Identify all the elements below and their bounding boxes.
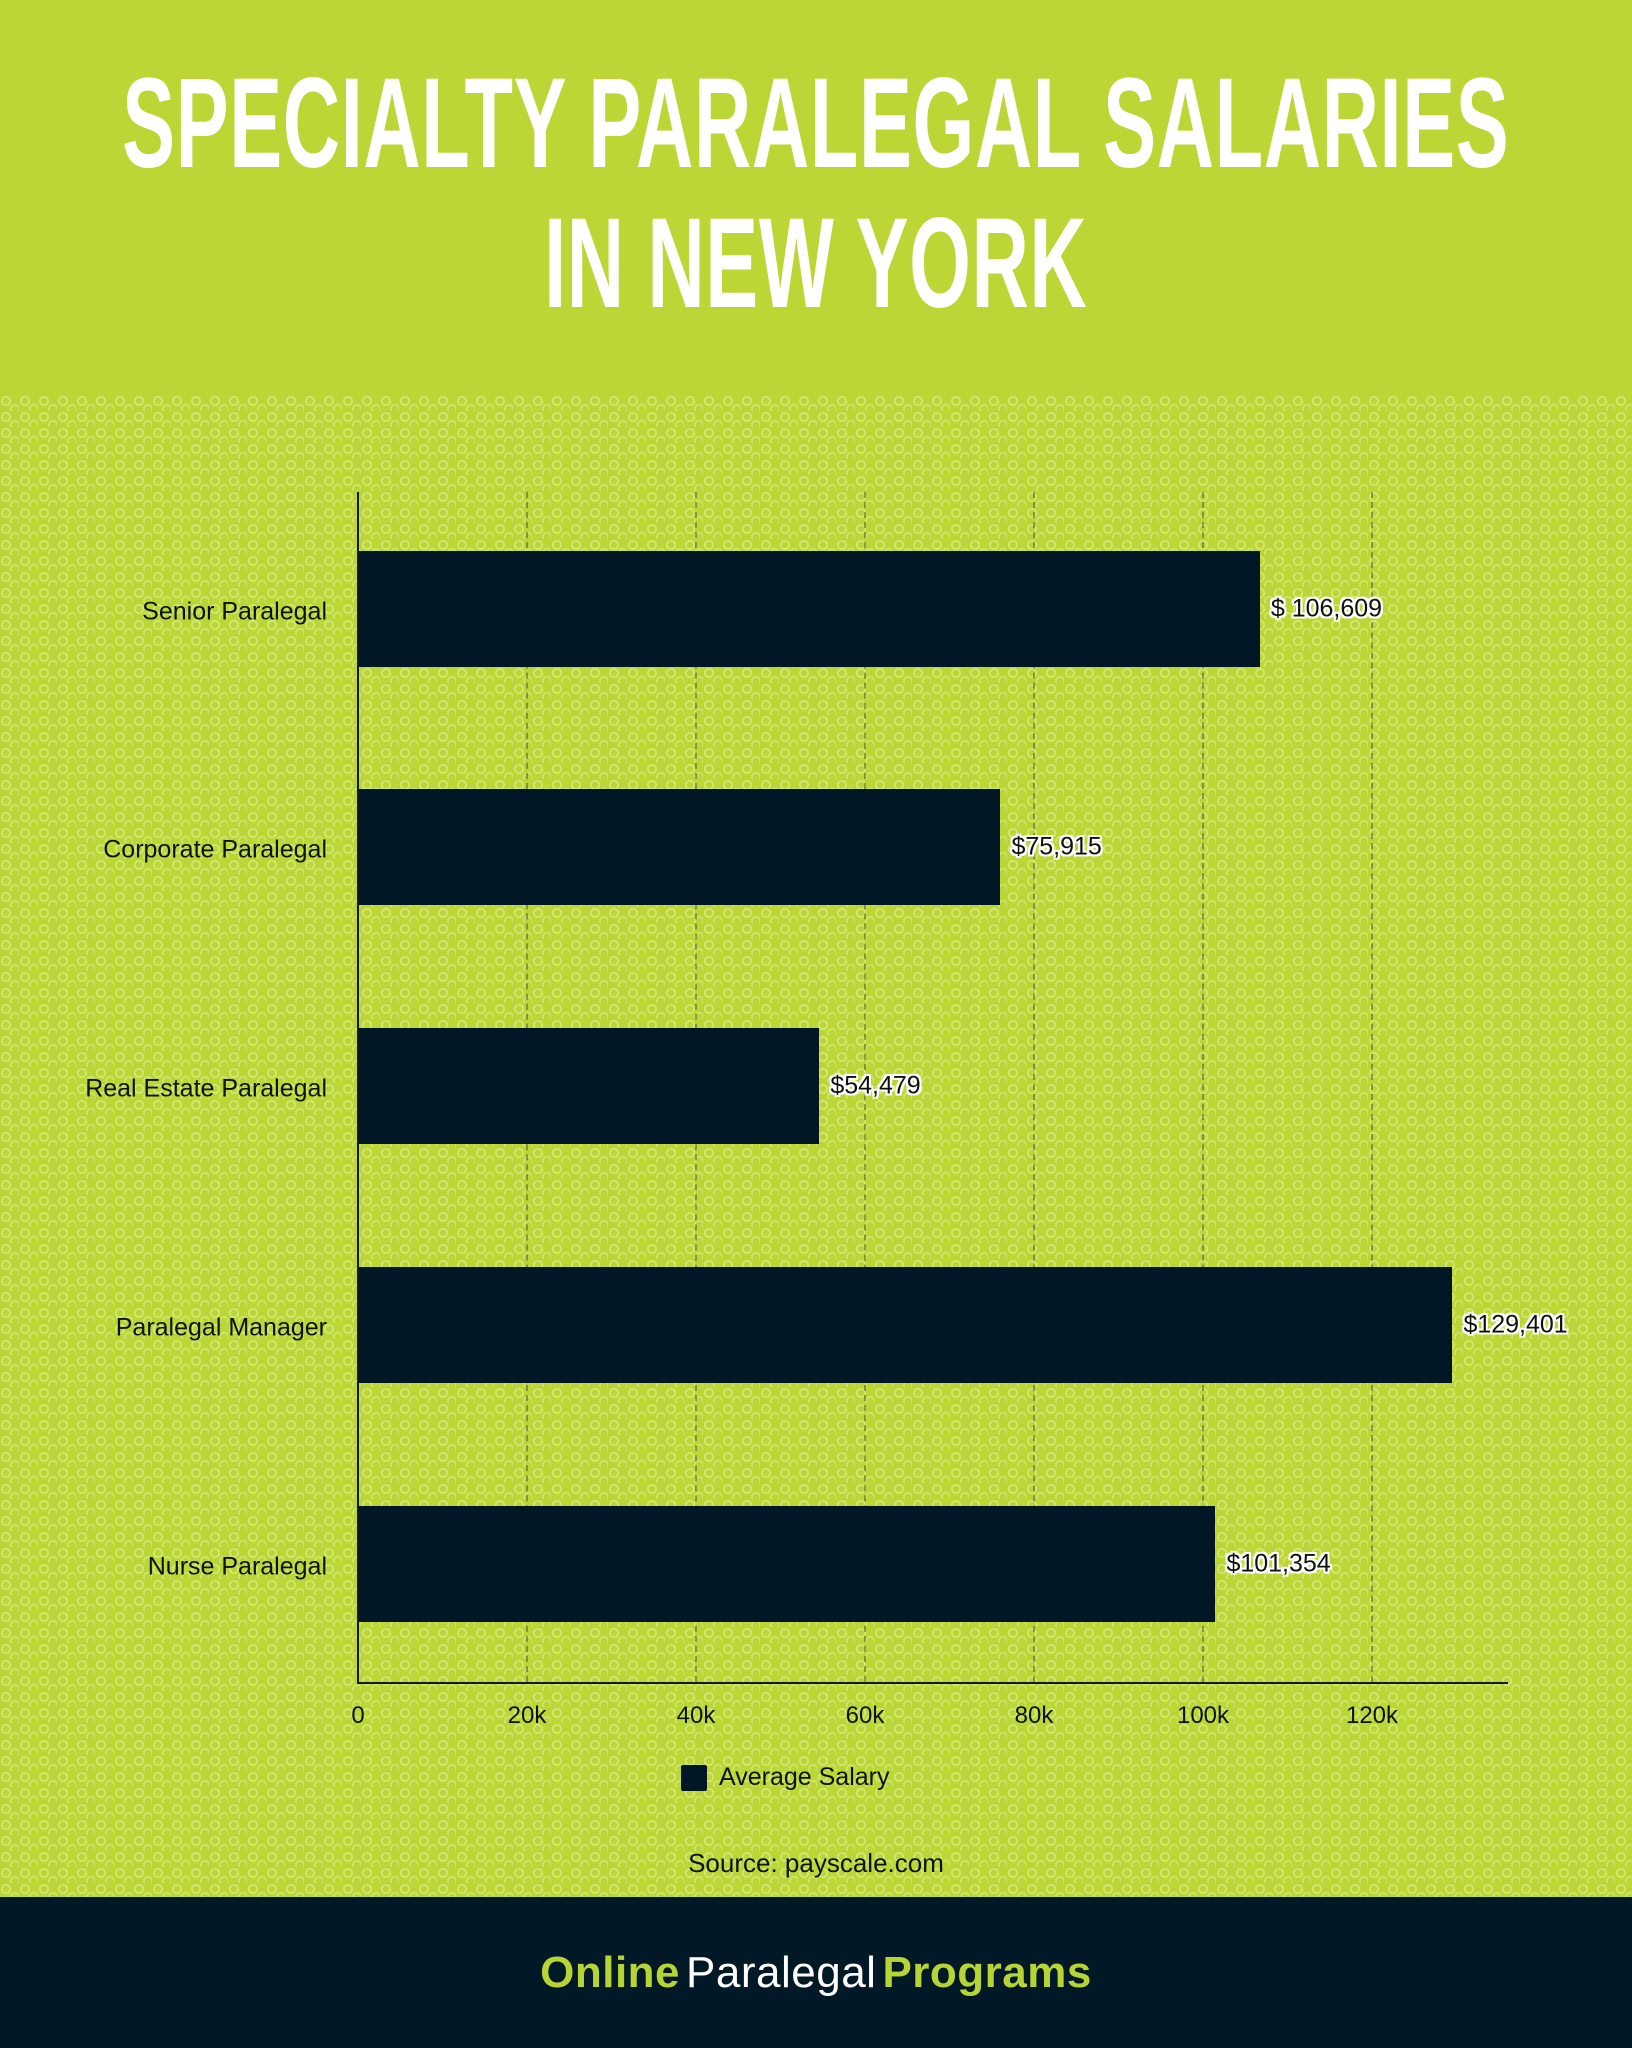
category-label: Paralegal Manager <box>115 1313 327 1342</box>
brand-logo: Online Paralegal Programs <box>540 1948 1092 1998</box>
category-label: Real Estate Paralegal <box>85 1074 327 1103</box>
source-note: Source: payscale.com <box>688 1848 944 1878</box>
value-label: $ 106,609 <box>1270 594 1383 623</box>
x-tick-label: 20k <box>507 1702 547 1729</box>
x-tick-label: 100k <box>1176 1702 1230 1729</box>
value-label: $75,915 <box>1011 832 1102 861</box>
value-label: $101,354 <box>1226 1549 1331 1578</box>
value-label: $54,479 <box>830 1071 921 1100</box>
title-line-2: in New York <box>544 191 1088 335</box>
bar <box>359 789 1001 905</box>
x-axis <box>357 1682 1508 1684</box>
gridline <box>864 492 866 1682</box>
brand-paralegal: Paralegal <box>686 1947 877 1997</box>
value-label: $129,401 <box>1463 1310 1568 1339</box>
category-label: Senior Paralegal <box>142 597 327 626</box>
footer: Online Paralegal Programs <box>0 1897 1632 2048</box>
bar <box>359 1267 1453 1383</box>
gridline <box>1202 492 1204 1682</box>
bar <box>359 551 1260 667</box>
brand-online: Online <box>540 1947 681 1997</box>
legend-label: Average Salary <box>719 1763 890 1791</box>
page-title: Specialty Paralegal Salaries in New York <box>0 51 1632 335</box>
y-axis <box>357 492 359 1684</box>
gridline <box>1033 492 1035 1682</box>
x-tick-label: 60k <box>845 1702 885 1729</box>
x-tick-label: 80k <box>1014 1702 1054 1729</box>
gridline <box>1371 492 1373 1682</box>
title-line-1: Specialty Paralegal Salaries <box>122 51 1510 195</box>
x-tick-label: 40k <box>676 1702 716 1729</box>
category-label: Corporate Paralegal <box>103 835 327 864</box>
header-banner: Specialty Paralegal Salaries in New York <box>0 0 1632 395</box>
category-label: Nurse Paralegal <box>147 1552 327 1581</box>
bar <box>359 1028 820 1144</box>
brand-programs: Programs <box>882 1947 1092 1997</box>
x-tick-label: 120k <box>1345 1702 1399 1729</box>
bar <box>359 1506 1216 1622</box>
legend-swatch-icon <box>681 1764 707 1791</box>
x-tick-label: 0 <box>351 1702 365 1729</box>
legend: Average Salary <box>681 1763 889 1792</box>
